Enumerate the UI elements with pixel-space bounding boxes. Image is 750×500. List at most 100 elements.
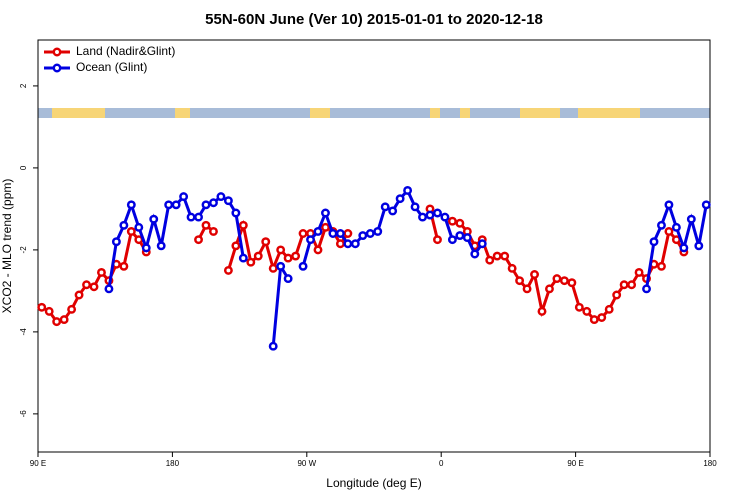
- data-point: [462, 233, 472, 243]
- data-point: [134, 222, 144, 232]
- data-point: [223, 265, 233, 275]
- data-point: [380, 202, 390, 212]
- data-point: [657, 220, 666, 230]
- y-tick-label: 2: [19, 83, 28, 88]
- data-point: [321, 222, 330, 232]
- x-tick-label: 0: [439, 459, 444, 468]
- data-point: [627, 280, 637, 290]
- data-point: [276, 245, 286, 255]
- data-point: [313, 245, 323, 255]
- data-point: [59, 315, 69, 325]
- data-point: [365, 229, 375, 238]
- data-point: [447, 216, 457, 226]
- data-point: [119, 261, 129, 271]
- data-point: [701, 200, 711, 210]
- data-point: [545, 284, 554, 294]
- data-point: [238, 253, 248, 263]
- data-point: [37, 302, 47, 312]
- map-strip: [38, 108, 710, 118]
- data-point: [447, 235, 457, 245]
- y-tick-label: -2: [19, 246, 28, 254]
- data-point: [522, 284, 532, 294]
- data-point: [276, 261, 286, 271]
- data-point: [126, 200, 136, 210]
- data-point: [612, 290, 622, 300]
- data-point: [335, 239, 345, 249]
- data-point: [231, 208, 241, 218]
- data-point: [298, 261, 308, 271]
- x-tick-label: 90 E: [567, 459, 583, 468]
- data-point: [223, 196, 233, 206]
- data-point: [388, 206, 398, 216]
- data-point: [313, 226, 323, 236]
- data-point: [537, 306, 547, 316]
- legend-label: Land (Nadir&Glint): [76, 44, 175, 58]
- legend-label: Ocean (Glint): [76, 60, 147, 74]
- legend-marker: [52, 47, 62, 57]
- data-point: [433, 208, 442, 218]
- legend-marker: [52, 63, 62, 73]
- data-point: [119, 220, 129, 230]
- data-point: [425, 210, 435, 220]
- data-point: [358, 231, 368, 240]
- data-point: [403, 186, 413, 195]
- data-point: [291, 251, 301, 261]
- data-point: [111, 237, 121, 247]
- y-axis-label: XCO2 - MLO trend (ppm): [0, 179, 14, 314]
- data-point: [67, 304, 77, 314]
- data-point: [209, 226, 218, 236]
- data-point: [657, 261, 666, 271]
- x-tick-label: 90 W: [297, 459, 316, 468]
- data-point: [395, 194, 405, 204]
- data-point: [104, 284, 114, 294]
- data-point: [164, 200, 174, 210]
- data-point: [455, 218, 465, 228]
- data-point: [335, 229, 345, 238]
- data-point: [201, 220, 211, 230]
- data-point: [261, 237, 271, 247]
- data-point: [253, 251, 263, 261]
- data-point: [306, 235, 315, 245]
- data-point: [156, 241, 166, 251]
- data-point: [194, 212, 203, 222]
- data-point: [321, 208, 330, 218]
- data-point: [246, 257, 256, 267]
- data-point: [642, 284, 651, 294]
- data-point: [238, 220, 248, 230]
- data-point: [201, 200, 211, 210]
- data-point: [373, 226, 383, 236]
- data-point: [455, 231, 465, 240]
- data-point: [559, 276, 569, 286]
- data-point: [433, 235, 442, 245]
- y-tick-label: -4: [19, 328, 28, 336]
- data-point: [686, 214, 696, 224]
- data-point: [492, 251, 502, 261]
- data-point: [589, 315, 599, 325]
- data-point: [89, 282, 99, 292]
- data-point: [574, 302, 584, 312]
- data-point: [141, 243, 151, 253]
- data-point: [343, 239, 353, 249]
- data-point: [186, 212, 196, 222]
- data-point: [597, 313, 607, 322]
- y-tick-label: -6: [19, 410, 28, 418]
- chart-title: 55N-60N June (Ver 10) 2015-01-01 to 2020…: [205, 11, 543, 28]
- data-point: [582, 306, 592, 316]
- data-point: [44, 306, 54, 316]
- x-tick-label: 180: [703, 459, 717, 468]
- data-point: [179, 192, 189, 202]
- data-point: [268, 341, 278, 351]
- data-point: [149, 214, 159, 224]
- data-point: [52, 317, 62, 327]
- data-point: [231, 241, 241, 251]
- data-point: [171, 200, 181, 210]
- data-point: [679, 243, 689, 253]
- plot-frame: [37, 39, 711, 453]
- data-point: [97, 267, 106, 277]
- data-point: [268, 263, 278, 273]
- data-point: [515, 276, 525, 286]
- data-point: [619, 280, 629, 290]
- data-point: [194, 235, 203, 245]
- data-point: [350, 239, 360, 249]
